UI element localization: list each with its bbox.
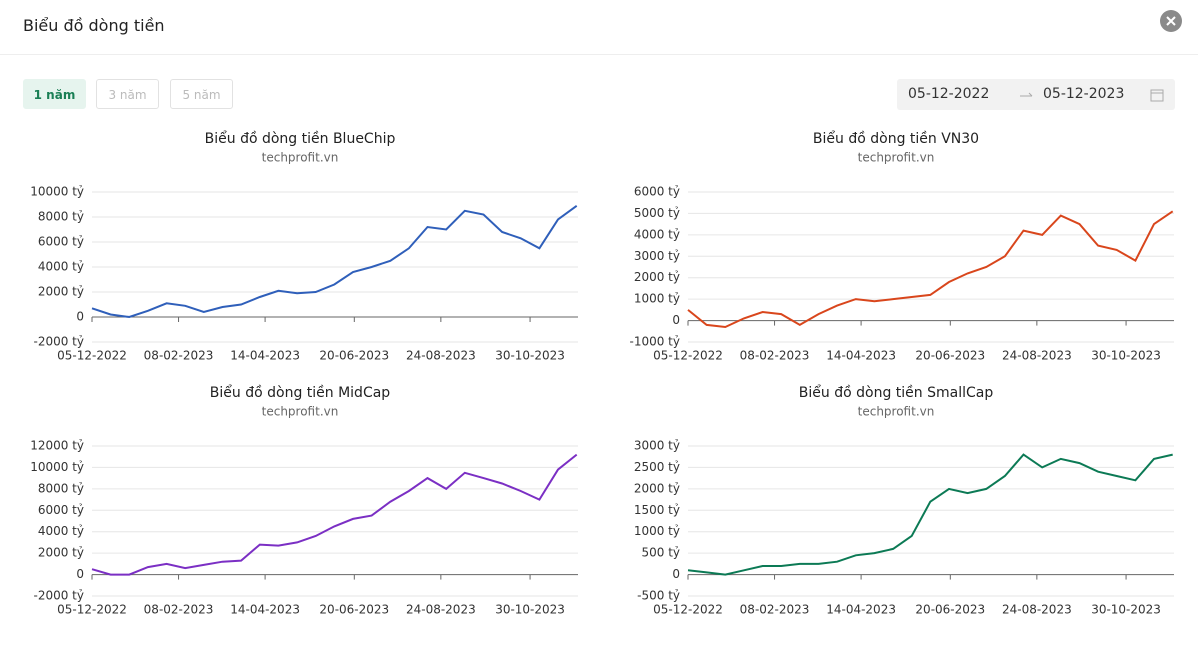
range-button[interactable]: 5 năm (170, 79, 233, 109)
data-line (91, 453, 578, 576)
data-line (687, 453, 1173, 576)
x-tick-label: 14-04-2023 (230, 349, 300, 363)
y-tick-label: 2000 tỷ (38, 546, 84, 560)
y-tick-label: 2000 tỷ (634, 481, 680, 495)
calendar-icon (1150, 89, 1164, 102)
x-tick-label: 20-06-2023 (915, 603, 985, 617)
y-tick-label: 0 (672, 313, 680, 327)
y-tick-label: 2000 tỷ (634, 270, 680, 284)
y-tick-label: 6000 tỷ (634, 185, 680, 199)
y-tick-label: 5000 tỷ (634, 206, 680, 220)
y-tick-label: 10000 tỷ (30, 460, 84, 474)
modal-title: Biểu đồ dòng tiền (23, 16, 165, 35)
x-tick-label: 05-12-2022 (653, 349, 723, 363)
y-tick-label: 10000 tỷ (30, 185, 84, 199)
x-tick-label: 14-04-2023 (826, 349, 896, 363)
data-line (687, 210, 1174, 329)
y-tick-label: 0 (672, 567, 680, 581)
x-tick-label: 20-06-2023 (319, 349, 389, 363)
chart-title: Biểu đồ dòng tiền MidCap (210, 384, 391, 401)
y-tick-label: -1000 tỷ (630, 335, 681, 349)
y-tick-label: 1500 tỷ (634, 503, 680, 517)
y-tick-label: 0 (76, 310, 84, 324)
data-line (91, 204, 578, 319)
x-tick-label: 24-08-2023 (1002, 603, 1072, 617)
x-tick-label: 08-02-2023 (144, 349, 214, 363)
end-date[interactable]: 05-12-2023 (1043, 86, 1125, 102)
x-tick-label: 30-10-2023 (1091, 349, 1161, 363)
chart-title: Biểu đồ dòng tiền BlueChip (205, 130, 396, 147)
y-tick-label: 4000 tỷ (634, 227, 680, 241)
x-tick-label: 30-10-2023 (495, 603, 565, 617)
y-tick-label: 3000 tỷ (634, 439, 680, 453)
x-tick-label: 05-12-2022 (57, 603, 127, 617)
chart-subtitle: techprofit.vn (262, 405, 339, 419)
y-tick-label: 1000 tỷ (634, 292, 680, 306)
chart-subtitle: techprofit.vn (262, 151, 339, 165)
x-tick-label: 14-04-2023 (230, 603, 300, 617)
chart-title: Biểu đồ dòng tiền SmallCap (799, 384, 994, 401)
x-tick-label: 20-06-2023 (319, 603, 389, 617)
y-tick-label: -500 tỷ (637, 589, 680, 603)
x-tick-label: 24-08-2023 (406, 349, 476, 363)
y-tick-label: -2000 tỷ (34, 589, 85, 603)
header: Biểu đồ dòng tiền (0, 0, 1198, 55)
y-tick-label: 6000 tỷ (38, 503, 84, 517)
chart-subtitle: techprofit.vn (858, 405, 935, 419)
x-tick-label: 24-08-2023 (406, 603, 476, 617)
date-range-picker[interactable]: 05-12-2022 05-12-2023 (897, 79, 1175, 110)
y-tick-label: 4000 tỷ (38, 524, 84, 538)
x-tick-label: 30-10-2023 (495, 349, 565, 363)
x-tick-label: 05-12-2022 (653, 603, 723, 617)
y-tick-label: 3000 tỷ (634, 249, 680, 263)
y-tick-label: 2500 tỷ (634, 460, 680, 474)
y-tick-label: 0 (76, 567, 84, 581)
x-tick-label: 24-08-2023 (1002, 349, 1072, 363)
x-tick-label: 30-10-2023 (1091, 603, 1161, 617)
x-tick-label: 05-12-2022 (57, 349, 127, 363)
range-button[interactable]: 1 năm (23, 79, 86, 109)
x-tick-label: 08-02-2023 (144, 603, 214, 617)
y-tick-label: 500 tỷ (641, 546, 680, 560)
y-tick-label: 4000 tỷ (38, 260, 84, 274)
start-date[interactable]: 05-12-2022 (908, 86, 990, 102)
arrow-icon (1020, 92, 1033, 97)
chart-title: Biểu đồ dòng tiền VN30 (813, 130, 979, 147)
y-tick-label: 8000 tỷ (38, 210, 84, 224)
y-tick-label: 2000 tỷ (38, 285, 84, 299)
close-icon (1166, 16, 1176, 26)
x-tick-label: 08-02-2023 (740, 349, 810, 363)
y-tick-label: -2000 tỷ (34, 335, 85, 349)
y-tick-label: 6000 tỷ (38, 235, 84, 249)
x-tick-label: 20-06-2023 (915, 349, 985, 363)
chart-subtitle: techprofit.vn (858, 151, 935, 165)
range-button[interactable]: 3 năm (96, 79, 159, 109)
y-tick-label: 1000 tỷ (634, 524, 680, 538)
x-tick-label: 08-02-2023 (740, 603, 810, 617)
x-tick-label: 14-04-2023 (826, 603, 896, 617)
y-tick-label: 8000 tỷ (38, 481, 84, 495)
close-button[interactable] (1160, 10, 1182, 32)
y-tick-label: 12000 tỷ (30, 439, 84, 453)
